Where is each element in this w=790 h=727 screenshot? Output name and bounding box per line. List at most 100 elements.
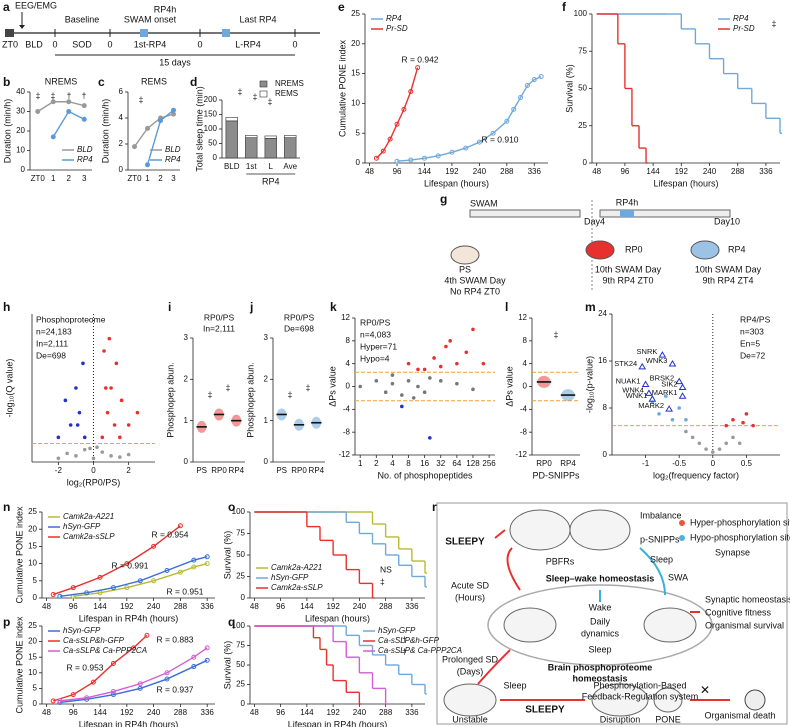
x-tick-label: RP0 (291, 466, 307, 475)
point (668, 359, 677, 367)
annotation: Hypo=4 (360, 353, 390, 363)
g-text: SWAM (470, 198, 498, 208)
point (70, 585, 76, 591)
legend-label: Ca-sSLP& Ca-PPP2CA (378, 646, 462, 655)
y-tick-label: 50 (236, 660, 245, 669)
point (406, 361, 411, 366)
point (675, 377, 684, 385)
point (118, 435, 122, 440)
point (126, 423, 131, 427)
annotation: De=698 (36, 350, 66, 360)
point (77, 410, 82, 415)
y-tick-label: 50 (578, 84, 587, 93)
y-tick-label: 24 (598, 309, 607, 318)
point (481, 361, 486, 366)
annotation: n=303 (740, 326, 764, 336)
point (145, 125, 150, 131)
y-axis-label: Survival (%) (222, 641, 232, 690)
point (724, 423, 729, 428)
r-text: SLEEPY (445, 537, 485, 548)
point (744, 412, 749, 416)
y-tick-label: -8 (343, 427, 351, 436)
legend-swatch (259, 90, 268, 98)
r-text: Phosphorylation-Based (593, 680, 686, 690)
y-tick-label: 75 (578, 46, 587, 55)
x-axis-label: PD-SNIPPs (532, 470, 580, 480)
y-tick-label: 15 (351, 69, 360, 78)
x-tick-label: 96 (69, 708, 78, 717)
point (657, 412, 661, 416)
point (394, 121, 400, 127)
r-text: Feedback-Regulation system (582, 691, 699, 701)
panel-label: p (3, 615, 10, 629)
y-tick-label: 20 (28, 524, 37, 533)
x-tick-label: 192 (120, 602, 134, 611)
point (390, 381, 395, 386)
x-tick-label: 96 (276, 602, 285, 611)
point (408, 88, 414, 94)
a-text: RP4h (154, 4, 177, 14)
r-text: Prolonged SD (442, 654, 499, 664)
panel-label: j (249, 300, 253, 314)
y-tick-label: 25 (236, 572, 245, 581)
legend-label: RP4 (165, 155, 181, 164)
x-tick-label: 16 (420, 459, 429, 468)
point (104, 386, 108, 390)
point (641, 380, 650, 387)
point (518, 94, 524, 100)
point (416, 367, 420, 372)
x-tick-label: 1st (246, 162, 257, 171)
point (81, 116, 87, 122)
annotation: † (67, 90, 72, 100)
r-text: Sleep–wake homeostasis (546, 573, 655, 583)
x-tick-label: 48 (42, 708, 51, 717)
y-tick-label: 20 (16, 126, 25, 135)
y-tick-label: 5 (356, 128, 361, 137)
annotation: RP0/PS (204, 312, 235, 322)
y-axis-label: ΔPs value (504, 366, 514, 407)
point (66, 109, 72, 114)
point (57, 593, 63, 599)
panel-label: h (3, 300, 10, 314)
y-tick-label: 4 (119, 113, 124, 122)
point (119, 398, 124, 403)
annotation: n=24,183 (36, 326, 72, 336)
a-text: 0 (197, 39, 202, 49)
point (118, 455, 122, 459)
legend-label: Ca-sSLP&h-GFP (63, 636, 125, 645)
y-tick-label: 10 (351, 99, 360, 108)
point (82, 435, 87, 440)
x-tick-label: 48 (250, 708, 259, 717)
g-text: RP4 (728, 244, 746, 254)
x-tick-label: 48 (250, 602, 259, 611)
y-tick-label: -4 (520, 404, 528, 413)
annotation: RP0/PS (360, 317, 391, 327)
point (408, 157, 414, 163)
y-tick-label: 5 (33, 684, 38, 693)
x-tick-label: 0 (711, 459, 716, 468)
x-tick-label: 1 (51, 174, 56, 183)
point (524, 83, 530, 89)
y-axis-label: Survival (%) (564, 64, 574, 113)
x-tick-label: 48 (592, 167, 601, 176)
annotation: ‡ (306, 382, 311, 392)
point (145, 162, 150, 168)
panel-label: q (228, 615, 235, 629)
legend-label: NREMS (275, 79, 304, 88)
point (81, 103, 87, 109)
y-tick-label: -12 (338, 450, 350, 459)
y-tick-label: 8 (523, 336, 528, 345)
point (177, 569, 183, 575)
g-text: No RP4 ZT0 (450, 286, 500, 296)
annotation: De=72 (740, 350, 766, 360)
point (438, 364, 443, 369)
x-axis-label: No. of phosphopeptides (377, 470, 473, 480)
point (74, 454, 78, 458)
annotation: R = 0.954 (151, 529, 188, 539)
x-axis-label: Lifespan in RP4h (hours) (79, 613, 179, 623)
a-text: Last RP4 (239, 14, 276, 24)
point (137, 681, 143, 687)
point (84, 695, 90, 701)
point (387, 136, 393, 142)
